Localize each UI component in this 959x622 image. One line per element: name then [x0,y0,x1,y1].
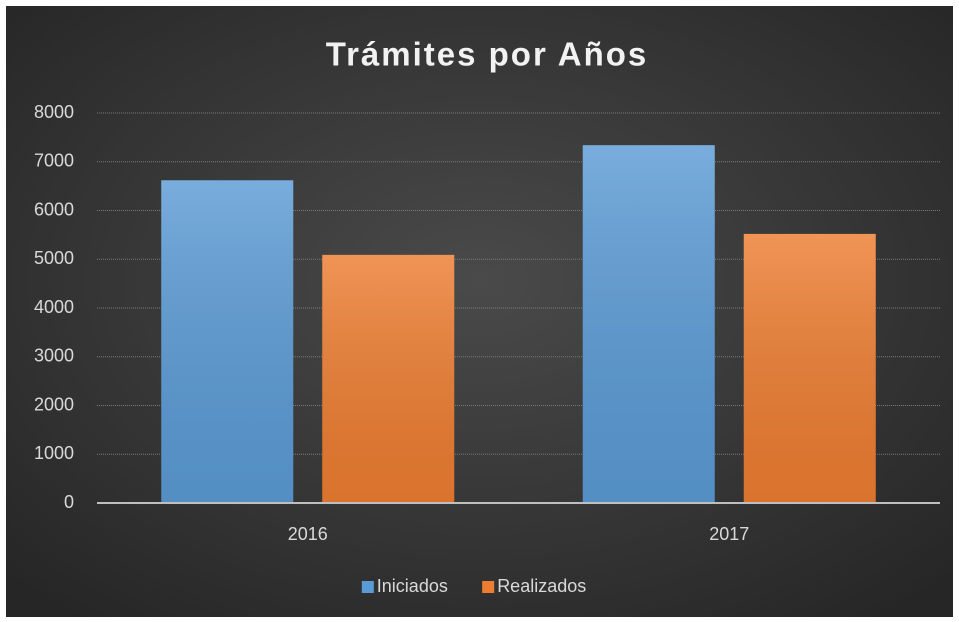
y-tick-label: 0 [64,492,74,512]
y-tick-label: 1000 [34,443,74,463]
bar [322,254,455,503]
x-tick-label: 2016 [288,524,328,544]
bar [743,233,876,503]
y-tick-label: 5000 [34,248,74,268]
bar [582,145,715,504]
y-tick-label: 7000 [34,151,74,171]
legend-swatch [361,581,374,593]
legend-swatch [482,581,495,593]
y-tick-label: 3000 [34,346,74,366]
x-tick-label: 2017 [709,524,749,544]
legend-label: Iniciados [377,576,448,596]
y-tick-label: 2000 [34,394,74,414]
y-tick-label: 8000 [34,102,74,122]
y-tick-label: 6000 [34,199,74,219]
legend-label: Realizados [497,576,586,596]
chart-title: Trámites por Años [326,36,649,73]
y-tick-label: 4000 [34,297,74,317]
bar [161,180,294,503]
